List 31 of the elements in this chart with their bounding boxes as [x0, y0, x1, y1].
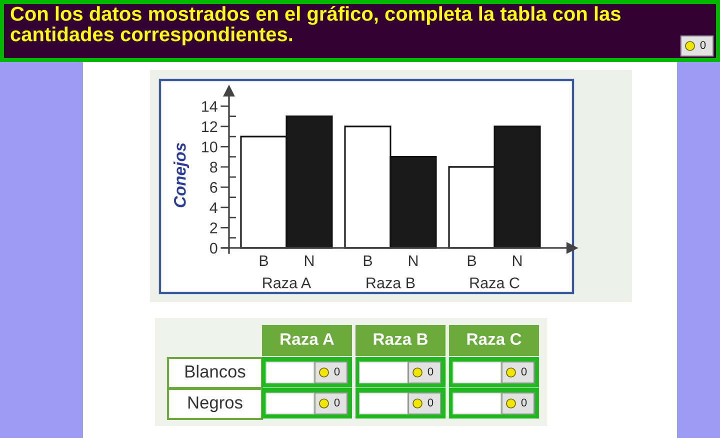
y-tick-label: 10: [202, 142, 218, 152]
category-label: Raza B: [374, 333, 428, 345]
y-tick-label: 8: [210, 162, 218, 173]
text: 0: [334, 398, 340, 406]
x-tick-label: Raza A: [263, 278, 312, 288]
text: 0: [428, 368, 434, 376]
x-tick-label: Raza C: [470, 278, 520, 288]
category-label: Blancos: [186, 364, 246, 378]
series-label: N: [304, 255, 314, 266]
category-label: Raza C: [467, 333, 522, 345]
text: 0: [428, 398, 434, 406]
text: 0: [521, 368, 527, 376]
y-tick-label: 0: [210, 242, 218, 254]
text: N: [408, 255, 418, 266]
series-label: B: [260, 255, 268, 266]
text: B: [468, 255, 476, 266]
text: 0: [334, 368, 340, 376]
text: 0: [700, 41, 706, 49]
category-label: Raza A: [280, 333, 334, 345]
y-axis-title: Conejos: [174, 142, 190, 208]
text: 0: [521, 398, 527, 406]
y-tick-label: 6: [210, 182, 218, 193]
text: N: [513, 255, 522, 266]
y-tick-label: 2: [210, 222, 218, 234]
chart-title: Con los datos mostrados en el gráfico, completa la tabla con las cantidades correspondientes.: [10, 6, 620, 46]
category-label: Negros: [188, 396, 242, 412]
y-tick-label: 4: [210, 202, 218, 213]
y-tick-label: 14: [202, 101, 218, 112]
y-tick-label: 12: [202, 121, 218, 132]
x-tick-label: Raza B: [366, 278, 415, 288]
text: B: [364, 255, 372, 266]
